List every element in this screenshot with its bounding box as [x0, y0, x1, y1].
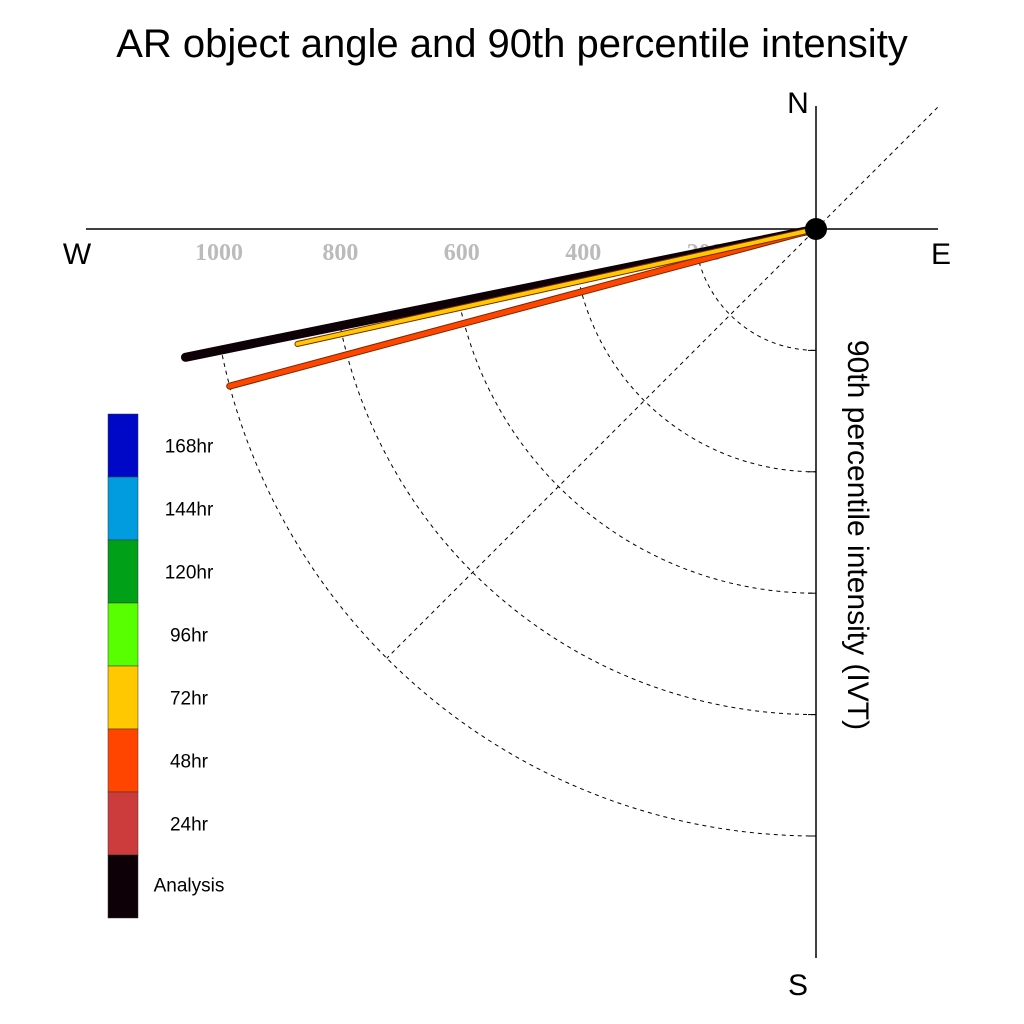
radial-tick-label: 800 [322, 240, 358, 266]
west-label: W [63, 238, 92, 271]
radial-ring [578, 279, 817, 473]
legend-swatch [107, 665, 139, 730]
legend-swatch [107, 854, 139, 919]
radial-ring [221, 355, 817, 837]
series-lines [181, 224, 821, 390]
radial-tick-label: 1000 [195, 240, 243, 266]
legend-label: 72hr [170, 689, 209, 710]
legend-swatch [107, 602, 139, 667]
series-line-72hr [295, 227, 818, 346]
legend-label: 144hr [165, 500, 214, 521]
legend-swatch [107, 539, 139, 604]
legend: 168hr 144hr 120hr 96hr 72hr 48hr 24hr Analysis [107, 413, 225, 919]
series-line-48hr [227, 226, 819, 389]
legend-label: 24hr [170, 815, 209, 836]
legend-swatch [107, 728, 139, 793]
north-label: N [787, 87, 809, 120]
south-label: S [788, 969, 808, 1002]
legend-label: 168hr [165, 437, 214, 458]
radial-tick-label: 600 [444, 240, 480, 266]
legend-swatch [107, 413, 139, 478]
radial-ring [459, 304, 817, 594]
legend-label: 48hr [170, 752, 209, 773]
radial-ring [340, 329, 817, 716]
radial-rings [221, 254, 817, 837]
diagonal-guide [386, 107, 938, 659]
legend-swatch [107, 791, 139, 856]
legend-label: 96hr [170, 626, 209, 647]
legend-label: Analysis [154, 876, 225, 897]
radial-ring [696, 254, 817, 351]
chart-title: AR object angle and 90th percentile inte… [116, 22, 908, 66]
y-axis-label: 90th percentile intensity (IVT) [841, 340, 874, 730]
origin-marker [805, 218, 827, 240]
east-label: E [931, 238, 951, 271]
legend-swatch [107, 476, 139, 541]
legend-label: 120hr [165, 563, 214, 584]
radial-tick-label: 400 [565, 240, 601, 266]
